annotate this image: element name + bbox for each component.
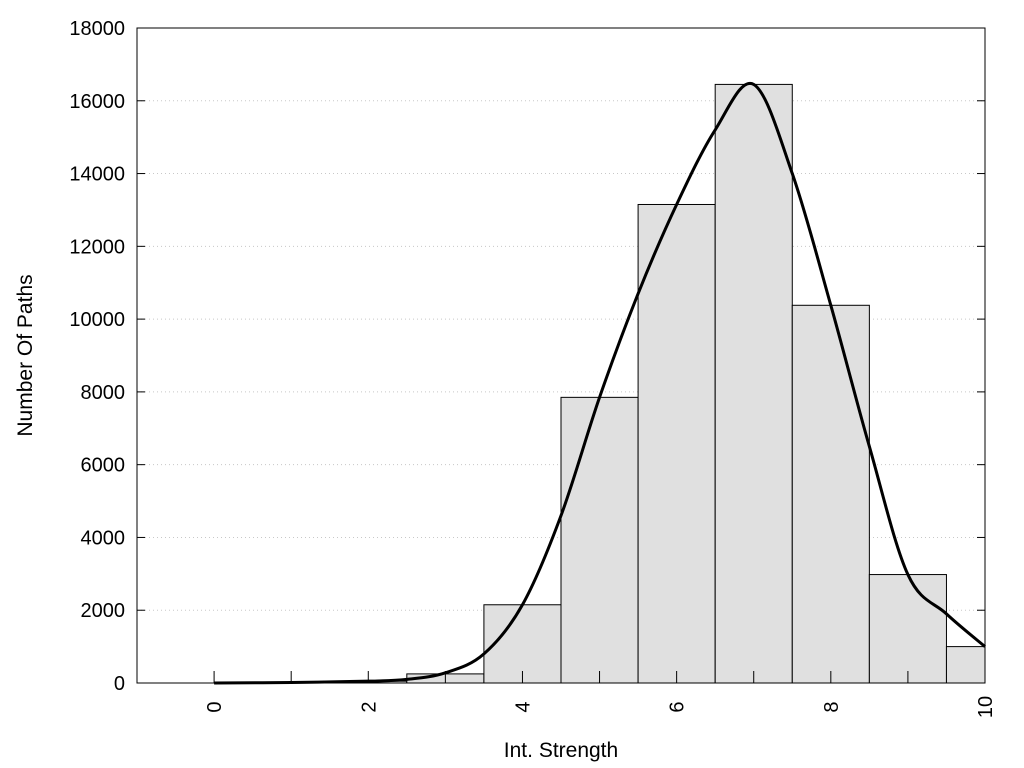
histogram-bar [945, 646, 986, 684]
y-tick-label: 18000 [69, 18, 125, 40]
y-tick-label: 4000 [81, 527, 126, 549]
y-tick-label: 16000 [69, 91, 125, 113]
x-tick-label: 6 [667, 701, 689, 712]
y-tick-label: 2000 [81, 600, 126, 622]
x-tick-label: 10 [975, 696, 997, 718]
fit-curve [214, 81, 986, 685]
y-tick-label: 0 [114, 673, 125, 695]
x-tick-label: 8 [821, 701, 843, 712]
histogram-bars [329, 83, 986, 684]
histogram-bar [714, 83, 793, 684]
x-axis-ticks: 0 2 4 6 8 10 [204, 671, 997, 718]
x-tick-label: 4 [512, 701, 534, 712]
x-tick-label: 0 [204, 701, 226, 712]
y-tick-label: 10000 [69, 309, 125, 331]
y-tick-label: 6000 [81, 455, 126, 477]
fit-curve-layer [214, 81, 986, 685]
y-axis-ticks: 0 2000 4000 6000 8000 10000 12000 14000 16000 180… [69, 18, 985, 695]
y-tick-label: 12000 [69, 236, 125, 258]
x-tick-label: 2 [358, 701, 380, 712]
histogram-bar [868, 574, 947, 684]
y-axis-title: Number Of Paths [14, 274, 37, 436]
histogram-bar [637, 203, 716, 684]
y-tick-label: 14000 [69, 164, 125, 186]
histogram-bar [560, 396, 639, 684]
plot-frame [136, 27, 986, 684]
histogram-bar [791, 304, 870, 684]
x-axis-title: Int. Strength [504, 739, 618, 762]
y-tick-label: 8000 [81, 382, 126, 404]
